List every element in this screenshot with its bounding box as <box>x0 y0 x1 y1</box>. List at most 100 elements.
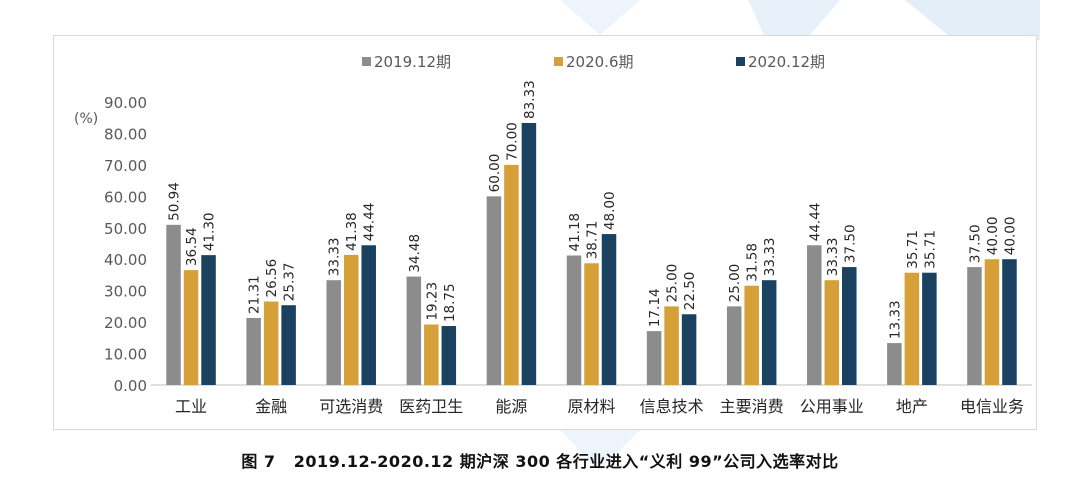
legend-label: 2019.12期 <box>374 53 451 71</box>
data-label: 17.14 <box>647 288 663 327</box>
bar <box>521 122 537 385</box>
bar <box>263 301 279 385</box>
bar <box>326 280 341 385</box>
figure-number: 图 7 <box>241 452 276 471</box>
bar <box>761 280 777 385</box>
bar <box>681 314 697 385</box>
bar <box>904 272 920 385</box>
data-label: 41.38 <box>344 212 360 251</box>
bar <box>166 224 181 385</box>
x-tick-label: 主要消费 <box>720 397 784 416</box>
data-label: 35.71 <box>905 230 921 269</box>
data-label: 44.44 <box>807 203 823 242</box>
y-tick-label: 30.00 <box>104 283 147 301</box>
bar <box>584 263 599 385</box>
bar <box>646 331 662 385</box>
x-tick-label: 电信业务 <box>960 397 1024 416</box>
y-tick-label: 70.00 <box>104 157 147 175</box>
data-label: 33.33 <box>327 238 343 277</box>
bar <box>566 255 582 385</box>
legend-swatch <box>736 57 745 66</box>
bar <box>361 245 376 385</box>
data-label: 31.58 <box>745 243 761 282</box>
bar <box>246 317 261 385</box>
y-axis-unit-label: (%) <box>74 111 98 127</box>
data-label: 83.33 <box>522 80 538 119</box>
data-label: 18.75 <box>442 283 458 322</box>
legend-swatch <box>362 57 371 66</box>
data-label: 50.94 <box>167 182 183 221</box>
data-label: 34.48 <box>407 234 423 273</box>
chart-frame: 0.00 10.00 20.00 30.00 40.00 50.00 60.00 70.00 8… <box>53 35 1037 430</box>
x-tick-label: 医药卫生 <box>399 397 463 416</box>
y-tick-label: 40.00 <box>104 251 147 269</box>
data-label: 44.44 <box>362 203 378 242</box>
bar <box>984 259 1000 385</box>
legend-swatch <box>554 57 563 66</box>
data-label: 37.50 <box>967 224 983 263</box>
data-label: 36.54 <box>184 227 200 266</box>
data-label: 19.23 <box>424 282 440 321</box>
bar <box>424 324 439 385</box>
data-label: 37.50 <box>842 224 858 263</box>
data-label: 38.71 <box>585 221 601 260</box>
x-tick-label: 金融 <box>255 397 287 416</box>
data-label: 41.18 <box>567 213 583 252</box>
x-tick-label: 可选消费 <box>319 397 383 416</box>
bar <box>183 270 199 385</box>
data-label: 33.33 <box>762 238 778 277</box>
legend-label: 2020.6期 <box>566 53 634 71</box>
data-label: 48.00 <box>602 191 618 230</box>
bar <box>744 285 759 385</box>
bar <box>1002 259 1017 385</box>
data-label: 60.00 <box>487 154 503 193</box>
y-tick-label: 80.00 <box>104 125 147 143</box>
data-label: 25.00 <box>665 264 681 303</box>
bar <box>201 255 216 385</box>
data-label: 22.50 <box>682 272 698 311</box>
bar <box>664 306 679 385</box>
y-tick-label: 10.00 <box>104 346 147 364</box>
data-label: 21.31 <box>247 275 263 314</box>
bar <box>807 245 822 385</box>
data-label: 13.33 <box>887 300 903 339</box>
bar <box>824 280 840 385</box>
x-tick-label: 原材料 <box>567 397 615 416</box>
bar <box>441 326 457 385</box>
figure-caption: 图 7 2019.12-2020.12 期沪深 300 各行业进入“义利 99”… <box>0 448 1080 472</box>
bar <box>343 254 359 385</box>
y-tick-label: 50.00 <box>104 220 147 238</box>
figure-caption-text: 2019.12-2020.12 期沪深 300 各行业进入“义利 99”公司入选… <box>293 452 839 471</box>
data-label: 41.30 <box>202 212 218 251</box>
x-tick-label: 信息技术 <box>640 397 704 416</box>
bar <box>887 343 902 385</box>
background-shape-left <box>560 0 640 35</box>
bar <box>406 276 422 385</box>
y-tick-label: 90.00 <box>104 94 147 112</box>
data-label: 25.00 <box>727 264 743 303</box>
bar <box>281 305 296 385</box>
bar <box>842 267 857 385</box>
data-label: 26.56 <box>264 259 280 298</box>
y-tick-label: 60.00 <box>104 188 147 206</box>
x-tick-label: 工业 <box>175 397 207 416</box>
bar <box>726 306 742 385</box>
data-label: 40.00 <box>985 217 1001 256</box>
x-tick-label: 能源 <box>495 397 527 416</box>
x-tick-label: 公用事业 <box>800 397 864 416</box>
bar-chart: 0.0010.0020.0030.0040.0050.0060.0070.008… <box>74 53 1032 416</box>
bar <box>504 164 519 385</box>
legend-label: 2020.12期 <box>748 53 825 71</box>
y-tick-label: 0.00 <box>114 377 147 395</box>
data-label: 33.33 <box>825 238 841 277</box>
bar <box>601 234 617 385</box>
bar <box>922 272 937 385</box>
bar <box>967 267 982 385</box>
data-label: 40.00 <box>1002 217 1018 256</box>
y-tick-label: 20.00 <box>104 314 147 332</box>
bar <box>486 196 502 385</box>
data-label: 70.00 <box>504 122 520 161</box>
x-tick-label: 地产 <box>896 397 928 416</box>
data-label: 25.37 <box>282 263 298 302</box>
data-label: 35.71 <box>922 230 938 269</box>
